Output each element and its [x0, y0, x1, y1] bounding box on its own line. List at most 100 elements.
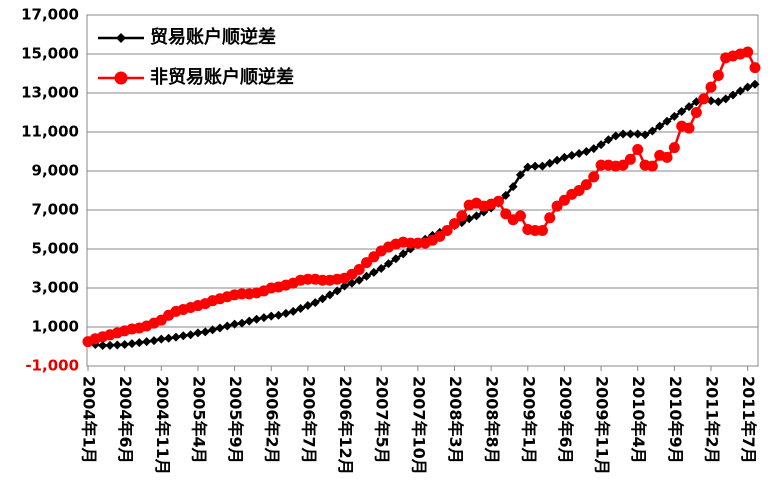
- data-point: [230, 319, 240, 329]
- y-tick-label: 17,000: [21, 6, 79, 24]
- data-point: [362, 271, 372, 281]
- x-tick-label: 2009年11月: [593, 376, 612, 475]
- data-point: [376, 264, 386, 273]
- data-point: [573, 185, 585, 196]
- data-point: [742, 46, 754, 58]
- x-tick-label: 2010年4月: [629, 376, 648, 464]
- data-point: [112, 340, 122, 350]
- legend-label: 非贸易账户顺逆差: [150, 66, 294, 88]
- data-point: [281, 308, 291, 318]
- data-point: [655, 121, 665, 131]
- data-point: [156, 334, 166, 344]
- data-point: [178, 331, 188, 341]
- data-point: [683, 122, 695, 134]
- x-tick-label: 2010年9月: [666, 376, 685, 464]
- data-point: [705, 81, 717, 93]
- data-point: [105, 340, 115, 350]
- data-point: [361, 257, 373, 269]
- data-point: [668, 142, 680, 154]
- data-point: [222, 321, 232, 331]
- data-point: [633, 129, 643, 139]
- data-point: [589, 144, 599, 154]
- data-point: [632, 144, 644, 156]
- data-point: [625, 129, 635, 139]
- data-point: [721, 94, 731, 104]
- data-point: [580, 179, 592, 191]
- data-point: [391, 254, 401, 264]
- data-point: [728, 90, 738, 100]
- data-point: [215, 323, 225, 333]
- data-point: [640, 130, 650, 140]
- data-point: [647, 126, 657, 136]
- data-point: [120, 340, 130, 350]
- data-point: [134, 338, 144, 348]
- data-point: [471, 211, 481, 221]
- data-point: [669, 111, 679, 121]
- data-point: [552, 155, 562, 165]
- data-point: [98, 341, 108, 351]
- data-point: [567, 150, 577, 160]
- data-point: [266, 311, 276, 321]
- data-point: [646, 160, 658, 172]
- y-tick-label: 13,000: [21, 84, 79, 102]
- data-point: [545, 158, 555, 168]
- data-point: [288, 306, 298, 316]
- data-point: [200, 327, 210, 337]
- data-point: [208, 325, 218, 335]
- data-point: [544, 212, 556, 224]
- data-point: [624, 153, 636, 165]
- data-point: [690, 107, 702, 118]
- data-point: [127, 339, 137, 349]
- data-point: [318, 294, 328, 304]
- x-tick-label: 2008年3月: [446, 376, 465, 464]
- data-point: [456, 210, 468, 222]
- data-point: [537, 161, 547, 171]
- data-point: [164, 333, 174, 343]
- data-point: [662, 116, 672, 126]
- y-tick-label: 9,000: [32, 162, 79, 180]
- data-point: [186, 330, 196, 340]
- data-point: [492, 195, 504, 207]
- data-point: [237, 318, 247, 328]
- data-point: [559, 152, 569, 162]
- data-point: [749, 62, 761, 74]
- data-point: [434, 230, 446, 242]
- data-point: [142, 337, 152, 347]
- x-tick-label: 2004年6月: [116, 376, 135, 464]
- x-tick-label: 2007年10月: [409, 376, 428, 475]
- data-point: [369, 267, 379, 277]
- x-tick-label: 2009年1月: [519, 376, 538, 464]
- data-point: [684, 102, 694, 112]
- data-point: [661, 151, 673, 163]
- data-point: [501, 190, 511, 200]
- data-point: [523, 162, 533, 172]
- data-point: [596, 140, 606, 150]
- data-point: [259, 313, 269, 323]
- data-point: [171, 332, 181, 342]
- data-point: [508, 182, 518, 192]
- legend-label: 贸易账户顺逆差: [150, 26, 276, 48]
- data-point: [735, 86, 745, 96]
- data-point: [677, 107, 687, 117]
- data-point: [244, 316, 254, 326]
- data-point: [353, 263, 365, 275]
- data-point: [500, 208, 512, 220]
- data-point: [574, 148, 584, 158]
- legend-marker: [116, 33, 126, 43]
- data-point: [274, 310, 284, 320]
- data-point: [712, 69, 724, 81]
- data-point: [603, 135, 613, 145]
- data-point: [296, 303, 306, 313]
- data-point: [750, 79, 760, 89]
- y-tick-label: 1,000: [32, 318, 79, 336]
- data-point: [618, 129, 628, 139]
- data-point: [743, 82, 753, 92]
- x-tick-label: 2004年1月: [80, 376, 99, 464]
- data-point: [193, 328, 203, 338]
- y-tick-label: 5,000: [32, 240, 79, 258]
- data-point: [325, 290, 335, 300]
- x-tick-label: 2005年9月: [226, 376, 245, 464]
- data-point: [441, 224, 453, 236]
- data-point: [340, 281, 350, 291]
